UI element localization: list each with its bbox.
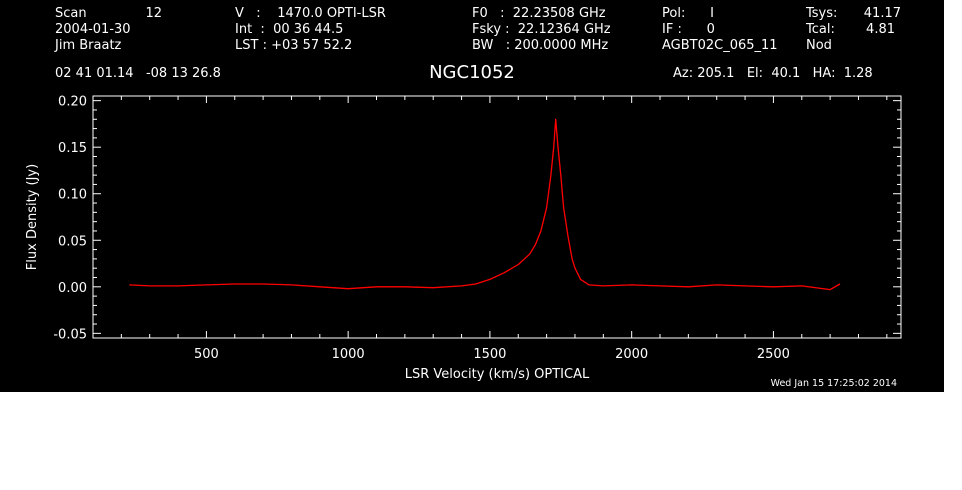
tsys-label: Tsys: (806, 6, 838, 21)
x-axis-label: LSR Velocity (km/s) OPTICAL (405, 367, 590, 382)
bandwidth-info: BW : 200.0000 MHz (472, 38, 609, 53)
spectrum-trace (129, 118, 841, 291)
plot-timestamp: Wed Jan 15 17:25:02 2014 (770, 378, 897, 389)
x-tick-label: 1500 (473, 347, 506, 362)
y-axis-label: Flux Density (Jy) (25, 164, 40, 270)
y-tick-label: 0.00 (58, 281, 87, 296)
velocity-info: V : 1470.0 OPTI-LSR (235, 6, 386, 21)
y-tick-label: 0.20 (58, 95, 87, 110)
source-coordinates: 02 41 01.14 -08 13 26.8 (55, 66, 221, 81)
plot-frame (92, 95, 902, 339)
source-name: NGC1052 (429, 62, 515, 83)
observer-name: Jim Braatz (55, 38, 122, 53)
sky-frequency-info: Fsky : 22.12364 GHz (472, 22, 611, 37)
obs-date: 2004-01-30 (55, 22, 131, 37)
y-tick-label: 0.05 (58, 234, 87, 249)
integration-info: Int : 00 36 44.5 (235, 22, 344, 37)
x-tick-label: 1000 (332, 347, 365, 362)
lst-info: LST : +03 57 52.2 (235, 38, 353, 53)
y-tick-label: 0.10 (58, 188, 87, 203)
az-el-ha-info: Az: 205.1 El: 40.1 HA: 1.28 (673, 66, 873, 81)
if-info: IF : 0 (662, 22, 715, 37)
switching-mode: Nod (806, 38, 832, 53)
x-tick-label: 2500 (757, 347, 790, 362)
spectrum-chart: 500 1000 1500 2000 2500 -0.05 0.00 0.05 0.10 0.15… (25, 95, 902, 382)
scan-number: 12 (145, 6, 162, 21)
rest-frequency-info: F0 : 22.23508 GHz (472, 6, 606, 21)
scan-label: Scan (55, 6, 87, 21)
y-tick-label: -0.05 (53, 327, 87, 342)
polarization-info: Pol: I (662, 6, 714, 21)
tsys-value: 41.17 (863, 6, 901, 21)
tcal-label: Tcal: (806, 22, 835, 37)
y-tick-label: 0.15 (58, 141, 87, 156)
tcal-value: 4.81 (866, 22, 895, 37)
x-tick-label: 2000 (615, 347, 648, 362)
plot-panel: Scan 12 2004-01-30 Jim Braatz V : 1470.0… (0, 0, 944, 392)
project-id: AGBT02C_065_11 (662, 38, 778, 53)
x-tick-label: 500 (194, 347, 219, 362)
